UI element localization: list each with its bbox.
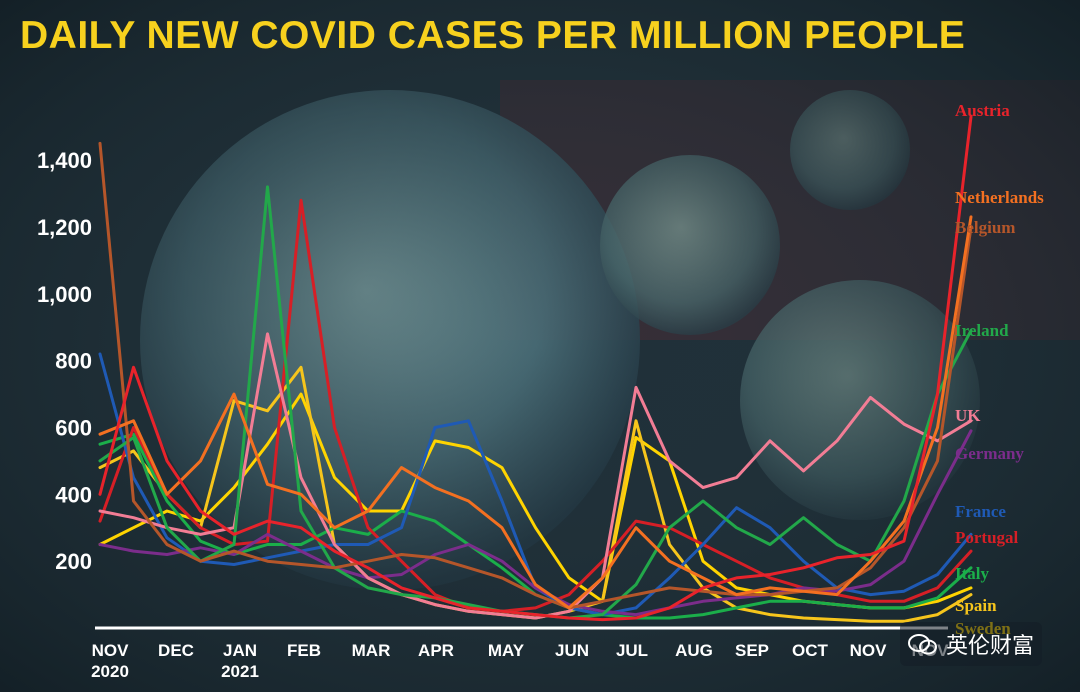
series-line-austria bbox=[98, 115, 973, 622]
series-line-uk bbox=[98, 332, 973, 620]
x-tick-label: MAY bbox=[488, 641, 525, 660]
y-tick-label: 1,000 bbox=[37, 282, 92, 307]
legend-label-portugal: Portugal bbox=[955, 528, 1019, 547]
series-line-netherlands bbox=[98, 215, 973, 610]
x-tick-label: JAN bbox=[223, 641, 257, 660]
y-tick-label: 800 bbox=[55, 349, 92, 374]
legend-label-netherlands: Netherlands bbox=[955, 188, 1044, 207]
x-tick-year-label: 2021 bbox=[221, 662, 259, 681]
legend-label-ireland: Ireland bbox=[955, 321, 1009, 340]
series-lines bbox=[98, 115, 973, 623]
y-tick-label: 600 bbox=[55, 415, 92, 440]
x-tick-label: SEP bbox=[735, 641, 769, 660]
x-tick-label: JUN bbox=[555, 641, 589, 660]
legend-label-france: France bbox=[955, 502, 1006, 521]
wechat-icon bbox=[908, 634, 937, 655]
y-tick-label: 200 bbox=[55, 549, 92, 574]
x-tick-label: MAR bbox=[352, 641, 391, 660]
x-tick-label: DEC bbox=[158, 641, 194, 660]
watermark: 英伦财富 bbox=[900, 622, 1043, 666]
chart-title: DAILY NEW COVID CASES PER MILLION PEOPLE bbox=[20, 14, 966, 57]
series-line-sweden bbox=[98, 392, 973, 610]
legend-label-austria: Austria bbox=[955, 101, 1010, 120]
series-line-belgium bbox=[98, 141, 973, 610]
x-tick-label: APR bbox=[418, 641, 454, 660]
legend-label-spain: Spain bbox=[955, 596, 997, 615]
watermark-text: 英伦财富 bbox=[946, 634, 1035, 659]
legend-label-uk: UK bbox=[955, 406, 981, 425]
x-tick-label: JUL bbox=[616, 641, 648, 660]
y-tick-label: 400 bbox=[55, 482, 92, 507]
x-tick-label: FEB bbox=[287, 641, 321, 660]
series-line-france bbox=[98, 352, 973, 617]
legend-label-belgium: Belgium bbox=[955, 218, 1015, 237]
x-tick-label: NOV bbox=[92, 641, 130, 660]
x-axis: NOV 2020 DEC JAN 2021 FEB MAR APR MAY JUN JUL AUG SE… bbox=[91, 641, 949, 681]
y-tick-label: 1,200 bbox=[37, 215, 92, 240]
legend-label-germany: Germany bbox=[955, 444, 1024, 463]
legend-label-italy: Italy bbox=[955, 564, 990, 583]
series-line-portugal bbox=[98, 198, 973, 613]
x-tick-year-label: 2020 bbox=[91, 662, 129, 681]
legend: Austria Netherlands Belgium Ireland UK German… bbox=[955, 101, 1044, 638]
y-tick-label: 1,400 bbox=[37, 148, 92, 173]
y-axis: 200 400 600 800 1,000 1,200 1,400 bbox=[37, 148, 92, 574]
x-tick-label: NOV bbox=[850, 641, 888, 660]
x-tick-label: OCT bbox=[792, 641, 829, 660]
x-tick-label: AUG bbox=[675, 641, 713, 660]
